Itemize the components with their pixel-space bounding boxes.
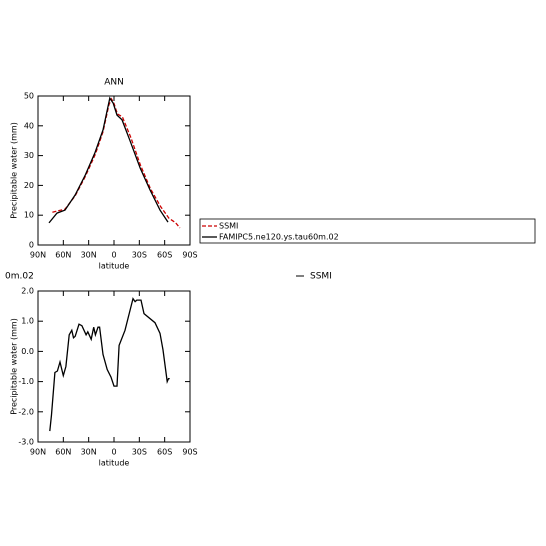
y-tick-label: 30	[24, 151, 34, 160]
data-line	[52, 97, 181, 229]
x-tick-label: 90N	[30, 251, 46, 260]
x-axis-label: latitude	[99, 459, 130, 468]
x-tick-label: 60N	[55, 251, 71, 260]
legend-label: FAMIPC5.ne120.ys.tau60m.02	[219, 233, 339, 242]
x-tick-label: 60N	[55, 448, 71, 457]
annotation: SSMI	[310, 272, 332, 282]
y-axis-label: Precipitable water (mm)	[10, 122, 19, 219]
y-tick-label: -1.0	[18, 377, 34, 386]
data-line	[49, 297, 170, 432]
x-tick-label: 60S	[157, 448, 172, 457]
x-tick-label: 90S	[182, 448, 197, 457]
y-tick-label: 2.0	[21, 287, 34, 296]
annotation: 0m.02	[5, 272, 34, 282]
x-tick-label: 30N	[81, 251, 97, 260]
x-tick-label: 0	[111, 448, 116, 457]
y-tick-label: 10	[24, 211, 34, 220]
y-tick-label: 0.0	[21, 347, 34, 356]
axes-frame	[37, 95, 191, 246]
chart-title: ANN	[104, 78, 124, 88]
y-tick-label: 40	[24, 121, 34, 130]
legend-box	[199, 218, 536, 244]
data-line	[48, 96, 169, 224]
x-tick-label: 30N	[81, 448, 97, 457]
x-tick-label: 30S	[132, 448, 147, 457]
y-tick-label: -2.0	[18, 407, 34, 416]
x-tick-label: 60S	[157, 251, 172, 260]
x-tick-label: 90N	[30, 448, 46, 457]
y-tick-label: 50	[24, 92, 34, 101]
y-tick-label: 0	[29, 241, 34, 250]
y-tick-label: -3.0	[18, 438, 34, 447]
y-axis-label: Precipitable water (mm)	[10, 318, 19, 415]
y-tick-label: 20	[24, 181, 34, 190]
y-tick-label: 1.0	[21, 317, 34, 326]
x-tick-label: 90S	[182, 251, 197, 260]
x-tick-label: 0	[111, 251, 116, 260]
x-axis-label: latitude	[99, 262, 130, 271]
x-tick-label: 30S	[132, 251, 147, 260]
legend-label: SSMI	[219, 222, 238, 231]
